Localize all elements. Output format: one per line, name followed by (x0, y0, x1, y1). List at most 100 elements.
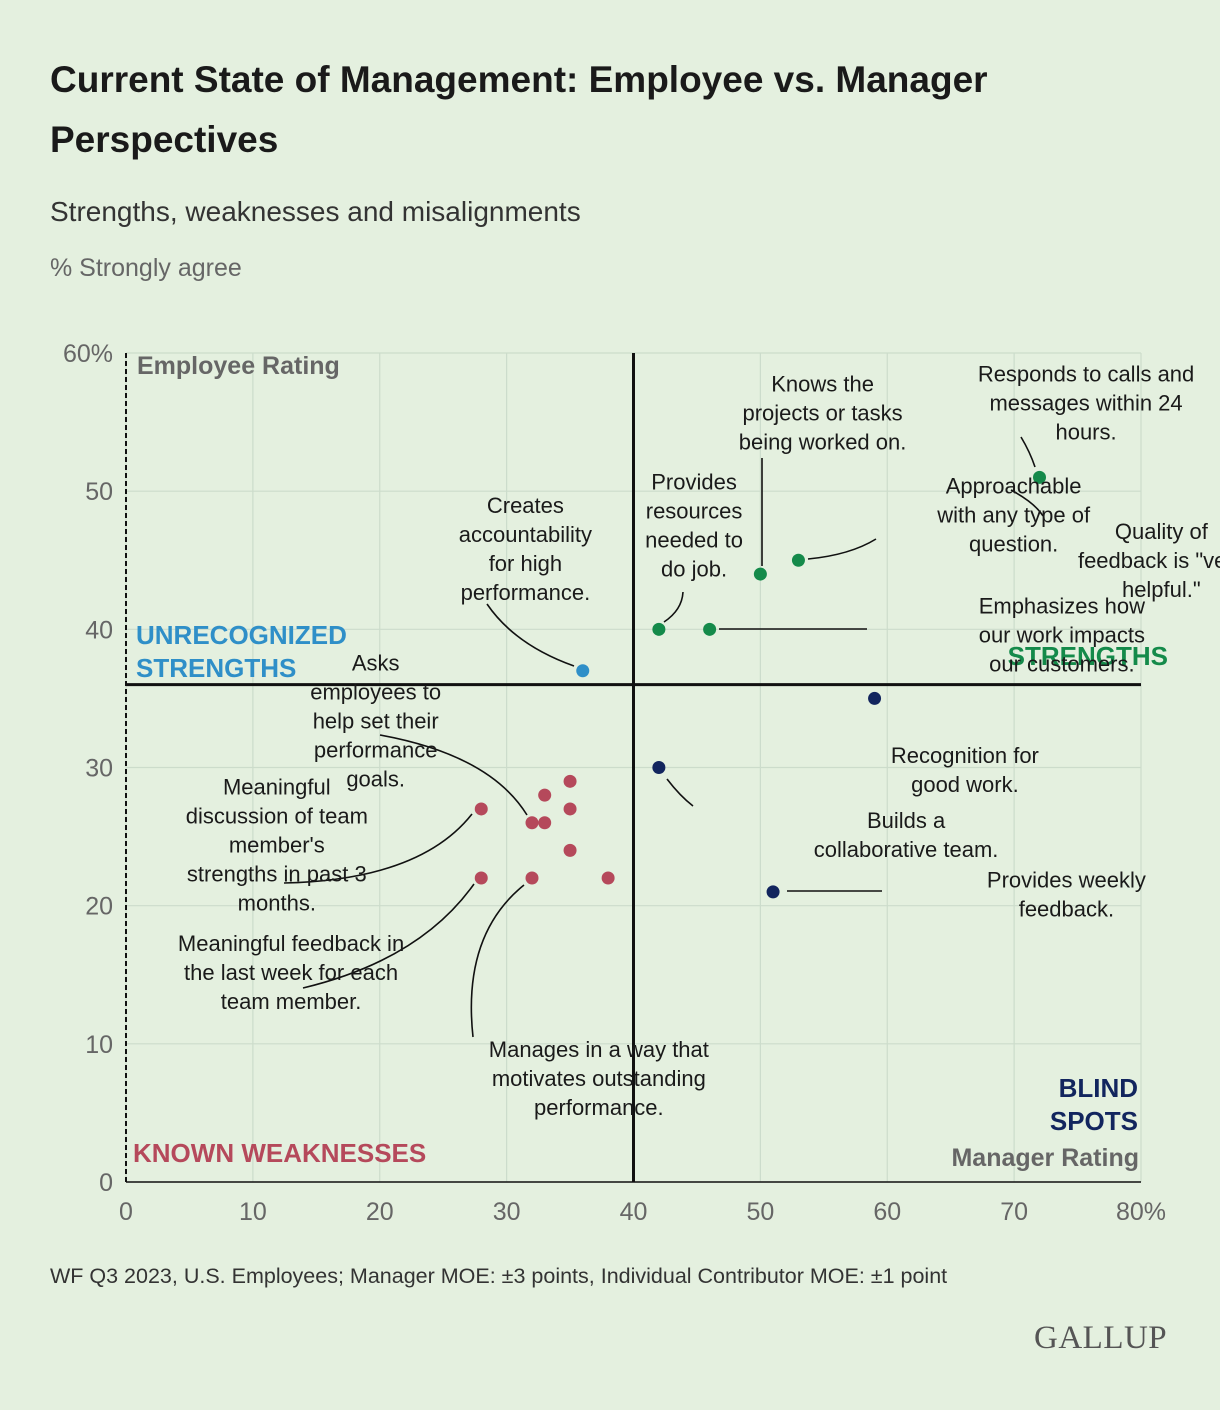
x-tick-label: 30 (493, 1198, 521, 1226)
annotation-leader (302, 883, 475, 989)
point-annotation: months. (238, 891, 316, 916)
point-annotation: Provides weekly (987, 867, 1146, 892)
point-annotation: Meaningful feedback in (178, 931, 404, 956)
point-annotation: help set their (313, 708, 439, 733)
y-tick-label: 60% (63, 340, 113, 368)
point-annotation: performance (314, 737, 438, 762)
quadrant-label-lower-right: SPOTS (1050, 1106, 1138, 1136)
data-point-weaknesses (525, 816, 539, 830)
point-annotation: feedback is "very (1078, 548, 1220, 573)
x-tick-label: 50 (746, 1198, 774, 1226)
unit-label: % Strongly agree (50, 254, 242, 282)
quadrant-label-upper-left: UNRECOGNIZED (136, 620, 347, 650)
y-tick-label: 0 (99, 1169, 113, 1197)
point-annotation: member's (229, 833, 325, 858)
chart-subtitle: Strengths, weaknesses and misalignments (50, 196, 581, 227)
point-annotation: collaborative team. (814, 837, 999, 862)
annotation-leader (663, 591, 684, 623)
gallup-logo: GALLUP (1034, 1320, 1168, 1356)
point-annotation: Manages in a way that (489, 1037, 709, 1062)
point-annotation: good work. (911, 772, 1019, 797)
y-tick-label: 50 (85, 478, 113, 506)
data-point-weaknesses (563, 802, 577, 816)
point-annotation: feedback. (1019, 896, 1114, 921)
source-footnote: WF Q3 2023, U.S. Employees; Manager MOE:… (50, 1264, 948, 1288)
point-annotation: strengths in past 3 (187, 862, 367, 887)
quadrant-label-upper-right: STRENGTHS (1008, 641, 1168, 671)
data-point-weaknesses (563, 843, 577, 857)
point-annotation: our customers. (989, 652, 1135, 677)
x-tick-label: 80% (1116, 1198, 1166, 1226)
point-annotation: motivates outstanding (492, 1066, 706, 1091)
point-annotation: Emphasizes how (979, 594, 1145, 619)
x-tick-label: 20 (366, 1198, 394, 1226)
y-tick-label: 40 (85, 616, 113, 644)
point-annotation: question. (969, 531, 1058, 556)
y-axis-title: Employee Rating (137, 352, 340, 380)
data-point-weaknesses (538, 788, 552, 802)
x-tick-label: 10 (239, 1198, 267, 1226)
annotation-leader (470, 884, 525, 1038)
data-point-weaknesses (474, 802, 488, 816)
point-annotation: projects or tasks (743, 400, 903, 425)
quadrant-label-lower-right: BLIND (1059, 1073, 1138, 1103)
annotation-leader (283, 813, 473, 884)
chart-title: Current State of Management: Employee vs… (50, 59, 988, 160)
data-point-blind_spots (766, 885, 780, 899)
annotation-leader (379, 734, 528, 816)
data-point-blind_spots (652, 761, 666, 774)
point-annotation: Responds to calls and (978, 362, 1194, 387)
point-annotation: team member. (221, 989, 362, 1014)
point-annotation: being worked on. (739, 429, 907, 454)
point-annotation: goals. (346, 766, 405, 791)
x-axis-title: Manager Rating (951, 1144, 1139, 1172)
annotation-leader (1020, 436, 1036, 468)
point-annotation: helpful." (1122, 577, 1201, 602)
annotation-leader (807, 538, 877, 560)
quadrant-label-lower-left: KNOWN WEAKNESSES (133, 1138, 426, 1168)
annotation-leader (486, 603, 575, 667)
data-point-weaknesses (601, 871, 615, 885)
point-annotation: Approachable (946, 473, 1082, 498)
point-annotation: Recognition for (891, 743, 1039, 768)
point-annotation: Creates (487, 493, 564, 518)
point-annotation: performance. (461, 580, 591, 605)
point-annotation: accountability (459, 522, 592, 547)
data-point-strengths (652, 622, 666, 636)
point-annotation: needed to (645, 527, 743, 552)
point-annotation: Builds a (867, 808, 946, 833)
x-tick-label: 70 (1000, 1198, 1028, 1226)
data-point-strengths (1033, 470, 1046, 484)
data-point-weaknesses (474, 871, 488, 885)
point-annotation: Meaningful (223, 775, 331, 800)
data-point-blind_spots (868, 691, 882, 705)
point-annotation: Quality of (1115, 519, 1209, 544)
data-point-strengths (703, 622, 717, 636)
point-annotation: performance. (534, 1095, 664, 1120)
point-annotation: Asks (352, 650, 400, 675)
quadrant-label-upper-left: STRENGTHS (136, 653, 296, 683)
point-annotation: resources (646, 498, 743, 523)
point-annotation: our work impacts (979, 623, 1145, 648)
x-tick-label: 40 (620, 1198, 648, 1226)
data-point-strengths (791, 553, 805, 567)
data-point-weaknesses (538, 816, 552, 830)
data-point-weaknesses (525, 871, 539, 885)
point-annotation: discussion of team (186, 804, 368, 829)
data-point-unrecognized (576, 664, 590, 678)
annotation-leader (1010, 489, 1044, 517)
point-annotation: hours. (1055, 420, 1116, 445)
y-tick-label: 30 (85, 755, 113, 783)
point-annotation: with any type of (936, 502, 1091, 527)
data-point-weaknesses (563, 774, 577, 788)
point-annotation: Provides (651, 469, 737, 494)
y-tick-label: 20 (85, 893, 113, 921)
point-annotation: for high (489, 551, 562, 576)
point-annotation: messages within 24 (989, 391, 1182, 416)
x-tick-label: 0 (119, 1198, 133, 1226)
y-tick-label: 10 (85, 1031, 113, 1059)
point-annotation: employees to (310, 679, 441, 704)
point-annotation: Knows the (771, 371, 874, 396)
point-annotation: the last week for each (184, 960, 398, 985)
